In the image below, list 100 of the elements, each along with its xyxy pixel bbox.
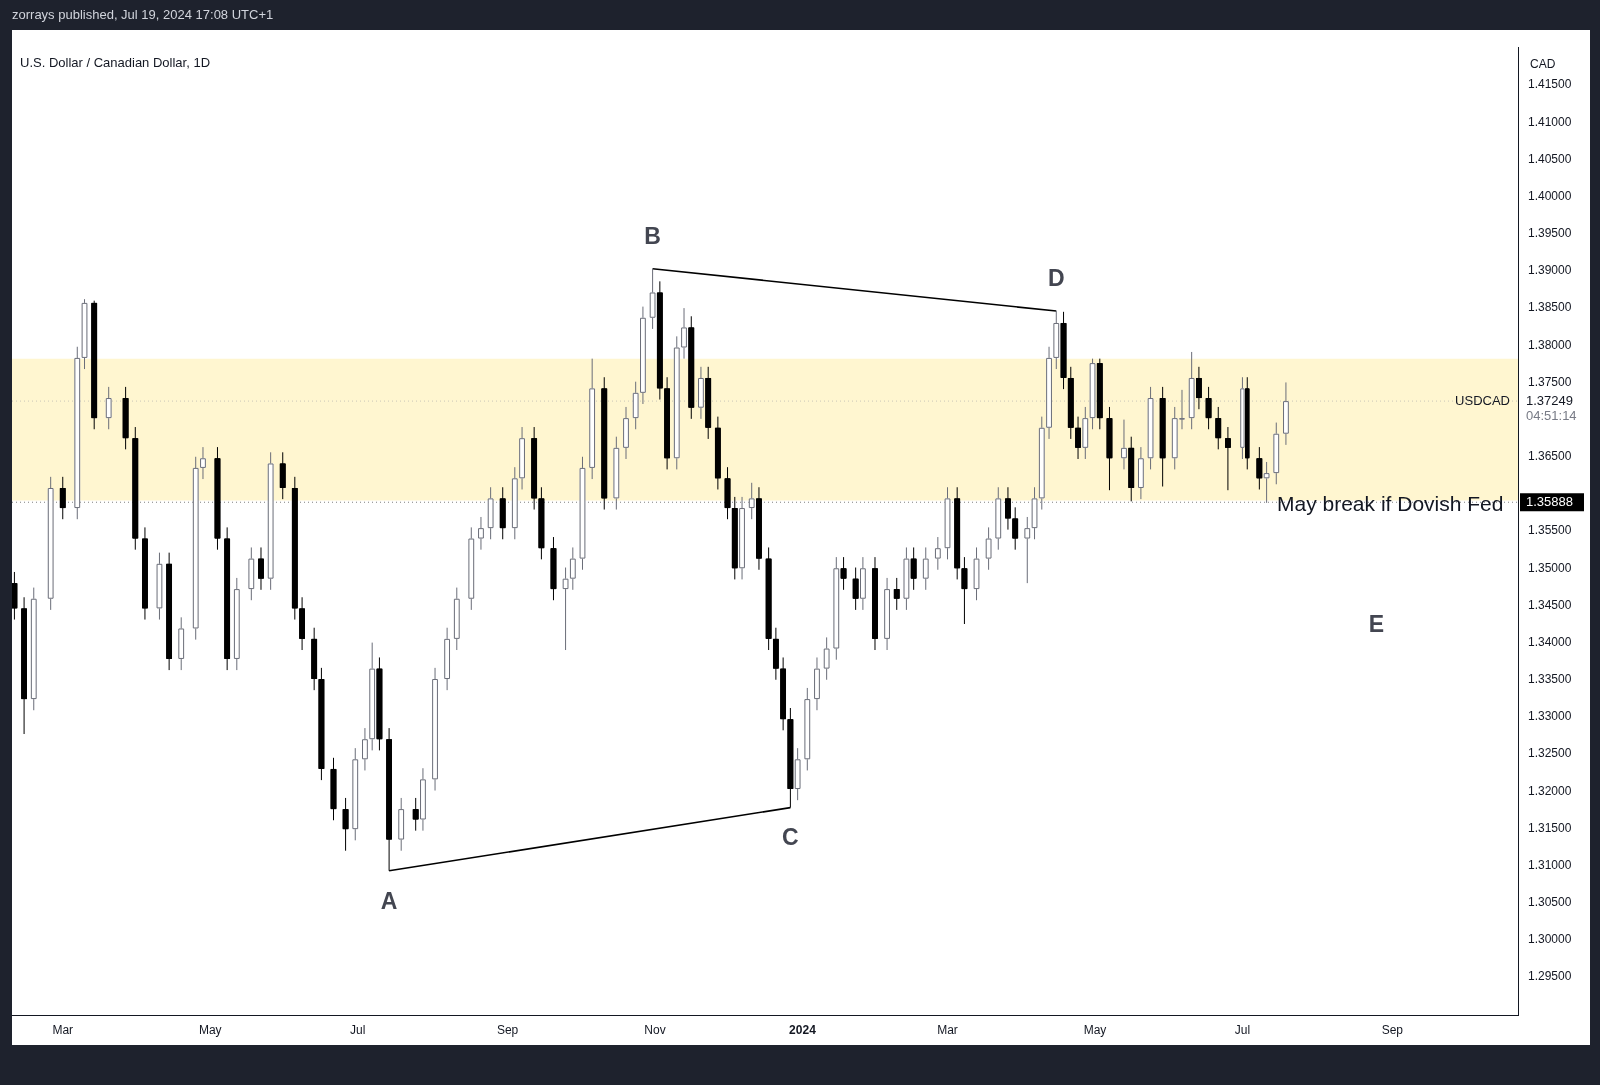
x-tick-label: Sep (496, 1022, 519, 1037)
candlestick (1188, 351, 1195, 430)
candlestick (1053, 310, 1060, 370)
candlestick (1245, 376, 1250, 470)
candlestick (756, 486, 762, 571)
candlestick (623, 406, 629, 460)
x-tick-label: Nov (644, 1022, 666, 1037)
x-tick-label: Jul (350, 1022, 366, 1037)
candlestick (903, 546, 910, 611)
candlestick (840, 556, 847, 591)
candlestick (731, 496, 738, 580)
candlestick (649, 268, 656, 330)
candlestick (499, 486, 506, 540)
candlestick (453, 587, 460, 651)
candlestick (698, 366, 704, 420)
candlestick (1147, 386, 1154, 470)
candlestick (995, 486, 1002, 551)
candlestick (1225, 426, 1231, 491)
y-tick-label: 1.38500 (1528, 300, 1572, 315)
candlestick (21, 596, 27, 735)
y-tick-label: 1.40500 (1528, 151, 1572, 166)
candlestick (105, 386, 112, 430)
candlestick (376, 656, 383, 751)
candlestick (1089, 358, 1096, 430)
candlestick (412, 797, 419, 832)
candlestick (224, 526, 231, 671)
candlestick (487, 486, 494, 540)
candlestick (214, 446, 221, 551)
candlestick (613, 436, 620, 511)
candlestick (122, 386, 129, 450)
ref-line-label: 1.35888 (1526, 493, 1573, 509)
candlestick (519, 426, 525, 490)
candlestick (444, 627, 451, 691)
candlestick (318, 667, 325, 781)
candlestick (468, 526, 475, 611)
candlestick (178, 616, 185, 671)
annotation: E (1368, 611, 1385, 638)
candlestick (562, 567, 569, 651)
candlestick (724, 466, 731, 520)
candlestick (511, 466, 518, 540)
candlestick (985, 526, 992, 571)
candlestick (398, 797, 405, 852)
candlestick (1060, 311, 1067, 390)
candlestick (1082, 406, 1089, 460)
candlestick (352, 747, 359, 841)
x-tick-label: Sep (1381, 1022, 1404, 1037)
candlestick (1159, 386, 1166, 487)
candlestick (233, 577, 240, 671)
y-tick-label: 1.33500 (1528, 672, 1572, 687)
candlestick (1128, 436, 1135, 502)
candlestick (132, 426, 139, 551)
y-tick-label: 1.41500 (1528, 77, 1572, 92)
candlestick (739, 496, 745, 580)
candlestick (362, 727, 368, 771)
candlestick (705, 366, 712, 440)
candlestick (47, 476, 54, 611)
candlestick (765, 546, 772, 651)
y-tick-label: 1.35000 (1528, 560, 1572, 575)
y-tick-label: 1.38000 (1528, 337, 1572, 352)
candlestick (142, 526, 148, 621)
x-tick-label: Mar (52, 1022, 74, 1037)
candlestick (1046, 346, 1052, 440)
candlestick (893, 577, 900, 611)
y-tick-label: 1.40000 (1528, 188, 1572, 203)
annotation: USDCAD (1455, 392, 1510, 408)
candlestick (1024, 516, 1031, 584)
candlestick (922, 546, 929, 591)
candlestick (267, 451, 274, 591)
y-tick-label: 1.30500 (1528, 895, 1572, 910)
candlestick (1215, 406, 1222, 450)
candlestick (1196, 366, 1202, 410)
candlestick (1121, 419, 1127, 470)
x-tick-label: Jul (1234, 1022, 1251, 1037)
candlestick (934, 536, 941, 571)
y-tick-label: 1.36500 (1528, 449, 1572, 464)
annotation: D (1047, 264, 1065, 291)
candlestick (478, 516, 484, 551)
candlestick (852, 567, 859, 611)
candlestick (1263, 461, 1270, 504)
candlestick (192, 456, 199, 641)
candlestick (748, 482, 755, 520)
candlestick (714, 416, 721, 490)
candlestick (1106, 406, 1113, 491)
candlestick (166, 552, 173, 671)
candlestick (258, 546, 264, 591)
text: zorrays published, Jul 19, 2024 17:08 UTC+1 (12, 6, 274, 24)
ref-line-label: 1.37249 (1526, 392, 1573, 408)
candlestick (579, 456, 586, 571)
candlestick (954, 486, 961, 580)
candlestick (688, 315, 695, 420)
y-tick-label: 1.29500 (1528, 969, 1572, 984)
text: 04:51:14 (1526, 407, 1577, 423)
annotation: May break if Dovish Fed (1277, 491, 1504, 515)
x-tick-label: Mar (937, 1022, 958, 1037)
candlestick (640, 306, 646, 405)
x-tick-label: 2024 (789, 1022, 817, 1037)
candlestick (833, 556, 840, 661)
candlestick (1137, 446, 1144, 500)
candlestick (910, 546, 917, 591)
y-tick-label: 1.31000 (1528, 857, 1572, 872)
